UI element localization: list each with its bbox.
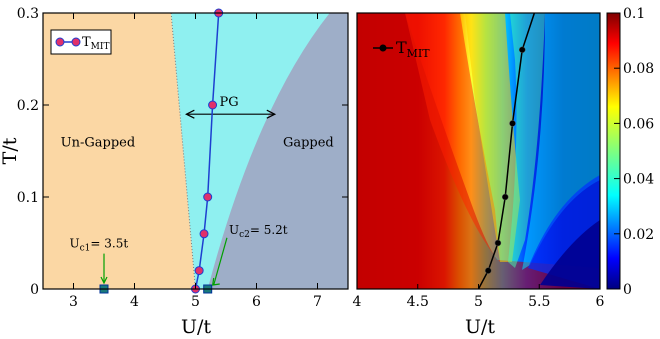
right-legend-marker — [379, 44, 387, 52]
left-legend: TMIT — [50, 29, 112, 55]
left-x-tick-label: 6 — [252, 294, 261, 310]
left-legend-marker — [55, 37, 65, 47]
heatmap-field — [357, 13, 600, 289]
uc2-arrow — [213, 237, 228, 286]
tmit-point — [199, 229, 209, 239]
left-x-tick-label: 4 — [130, 294, 139, 310]
uc1-arrow-head — [100, 276, 108, 285]
left-y-tick-label: 0.3 — [17, 6, 39, 22]
critical-point-label: Uc1= 3.5t — [70, 237, 129, 254]
tmit-point-right — [501, 193, 509, 201]
colorbar-tick-label: 0 — [623, 282, 632, 298]
critical-point-label-main: U — [229, 223, 239, 237]
tmit-point-right — [518, 46, 526, 54]
heatmap-green-zone — [508, 13, 545, 268]
uc2-arrow-head — [211, 277, 220, 286]
colorbar: 0 0.02 0.04 0.06 0.08 0.1 — [606, 6, 654, 298]
colorbar-ticks: 0 0.02 0.04 0.06 0.08 0.1 — [614, 6, 654, 298]
right-legend-label-sub: MIT — [407, 47, 431, 60]
left-axis-ticks: 3 4 5 6 7 0 0.1 0.2 0.3 — [17, 6, 348, 310]
colorbar-tick-label: 0.04 — [623, 172, 654, 188]
tmit-point — [203, 192, 213, 202]
critical-point-label: Uc2= 5.2t — [229, 223, 288, 240]
phase-regions: Un-Gapped Gapped — [43, 13, 348, 289]
tmit-point-right — [484, 267, 492, 274]
colorbar-tick-label: 0.06 — [623, 116, 654, 132]
left-y-tick-label: 0.2 — [17, 98, 39, 114]
heatmap-orange-zone — [405, 13, 500, 262]
right-x-tick-label: 4 — [353, 294, 362, 310]
tmit-point-right — [494, 239, 502, 247]
left-x-tick-label: 3 — [69, 294, 78, 310]
critical-point-label-main: U — [70, 237, 80, 251]
region-gapped — [207, 13, 348, 289]
critical-point-label-rest: = 5.2t — [250, 223, 288, 237]
colorbar-tick-label: 0.08 — [623, 61, 654, 77]
left-legend-label: TMIT — [82, 35, 109, 52]
right-x-axis-label: U/t — [465, 316, 495, 338]
tmit-point — [208, 100, 218, 110]
right-legend-label: TMIT — [396, 38, 430, 60]
heatmap-red-zone — [357, 13, 600, 289]
left-x-axis-label: U/t — [181, 316, 211, 338]
tmit-point-right — [509, 120, 516, 127]
heatmap-navy-zone — [540, 220, 600, 289]
boundary-ungapped-pg — [170, 13, 196, 289]
colorbar-tick-label: 0.1 — [623, 6, 645, 22]
right-axis-ticks: 4 4.5 5 5.5 6 — [353, 284, 605, 310]
right-x-tick-label: 5 — [474, 294, 483, 310]
tmit-series-right — [477, 12, 536, 290]
left-y-tick-label: 0.1 — [17, 190, 39, 206]
heatmap-panel: 4 4.5 5 5.5 6 U/t TMIT — [353, 12, 605, 338]
right-legend: TMIT — [373, 38, 430, 60]
right-x-tick-label: 5.5 — [528, 294, 550, 310]
region-label-pg: PG — [219, 95, 238, 110]
tmit-point — [194, 266, 204, 276]
region-un-gapped — [43, 13, 196, 289]
right-x-tick-label: 6 — [596, 294, 605, 310]
right-legend-label-main: T — [396, 38, 407, 57]
region-label-gapped: Gapped — [283, 135, 334, 150]
left-legend-label-main: T — [82, 35, 91, 50]
left-x-tick-label: 7 — [313, 294, 322, 310]
right-x-tick-label: 4.5 — [407, 294, 429, 310]
pg-arrow-head-right — [266, 109, 277, 119]
critical-point-label-sub: c1 — [80, 244, 91, 254]
critical-point-label-rest: = 3.5t — [90, 237, 128, 251]
colorbar-tick-label: 0.02 — [623, 227, 654, 243]
critical-point-label-sub: c2 — [239, 230, 250, 240]
pg-arrow: PG — [185, 95, 277, 119]
left-legend-label-sub: MIT — [91, 42, 110, 52]
pg-arrow-head-left — [185, 109, 195, 119]
region-label-un-gapped: Un-Gapped — [61, 135, 136, 150]
heatmap-cyan-zone — [522, 13, 600, 270]
left-y-tick-label: 0 — [30, 282, 39, 298]
left-x-tick-label: 5 — [191, 294, 200, 310]
left-y-axis-label: T/t — [0, 137, 21, 164]
left-legend-marker — [71, 37, 81, 47]
colorbar-gradient — [606, 12, 621, 290]
